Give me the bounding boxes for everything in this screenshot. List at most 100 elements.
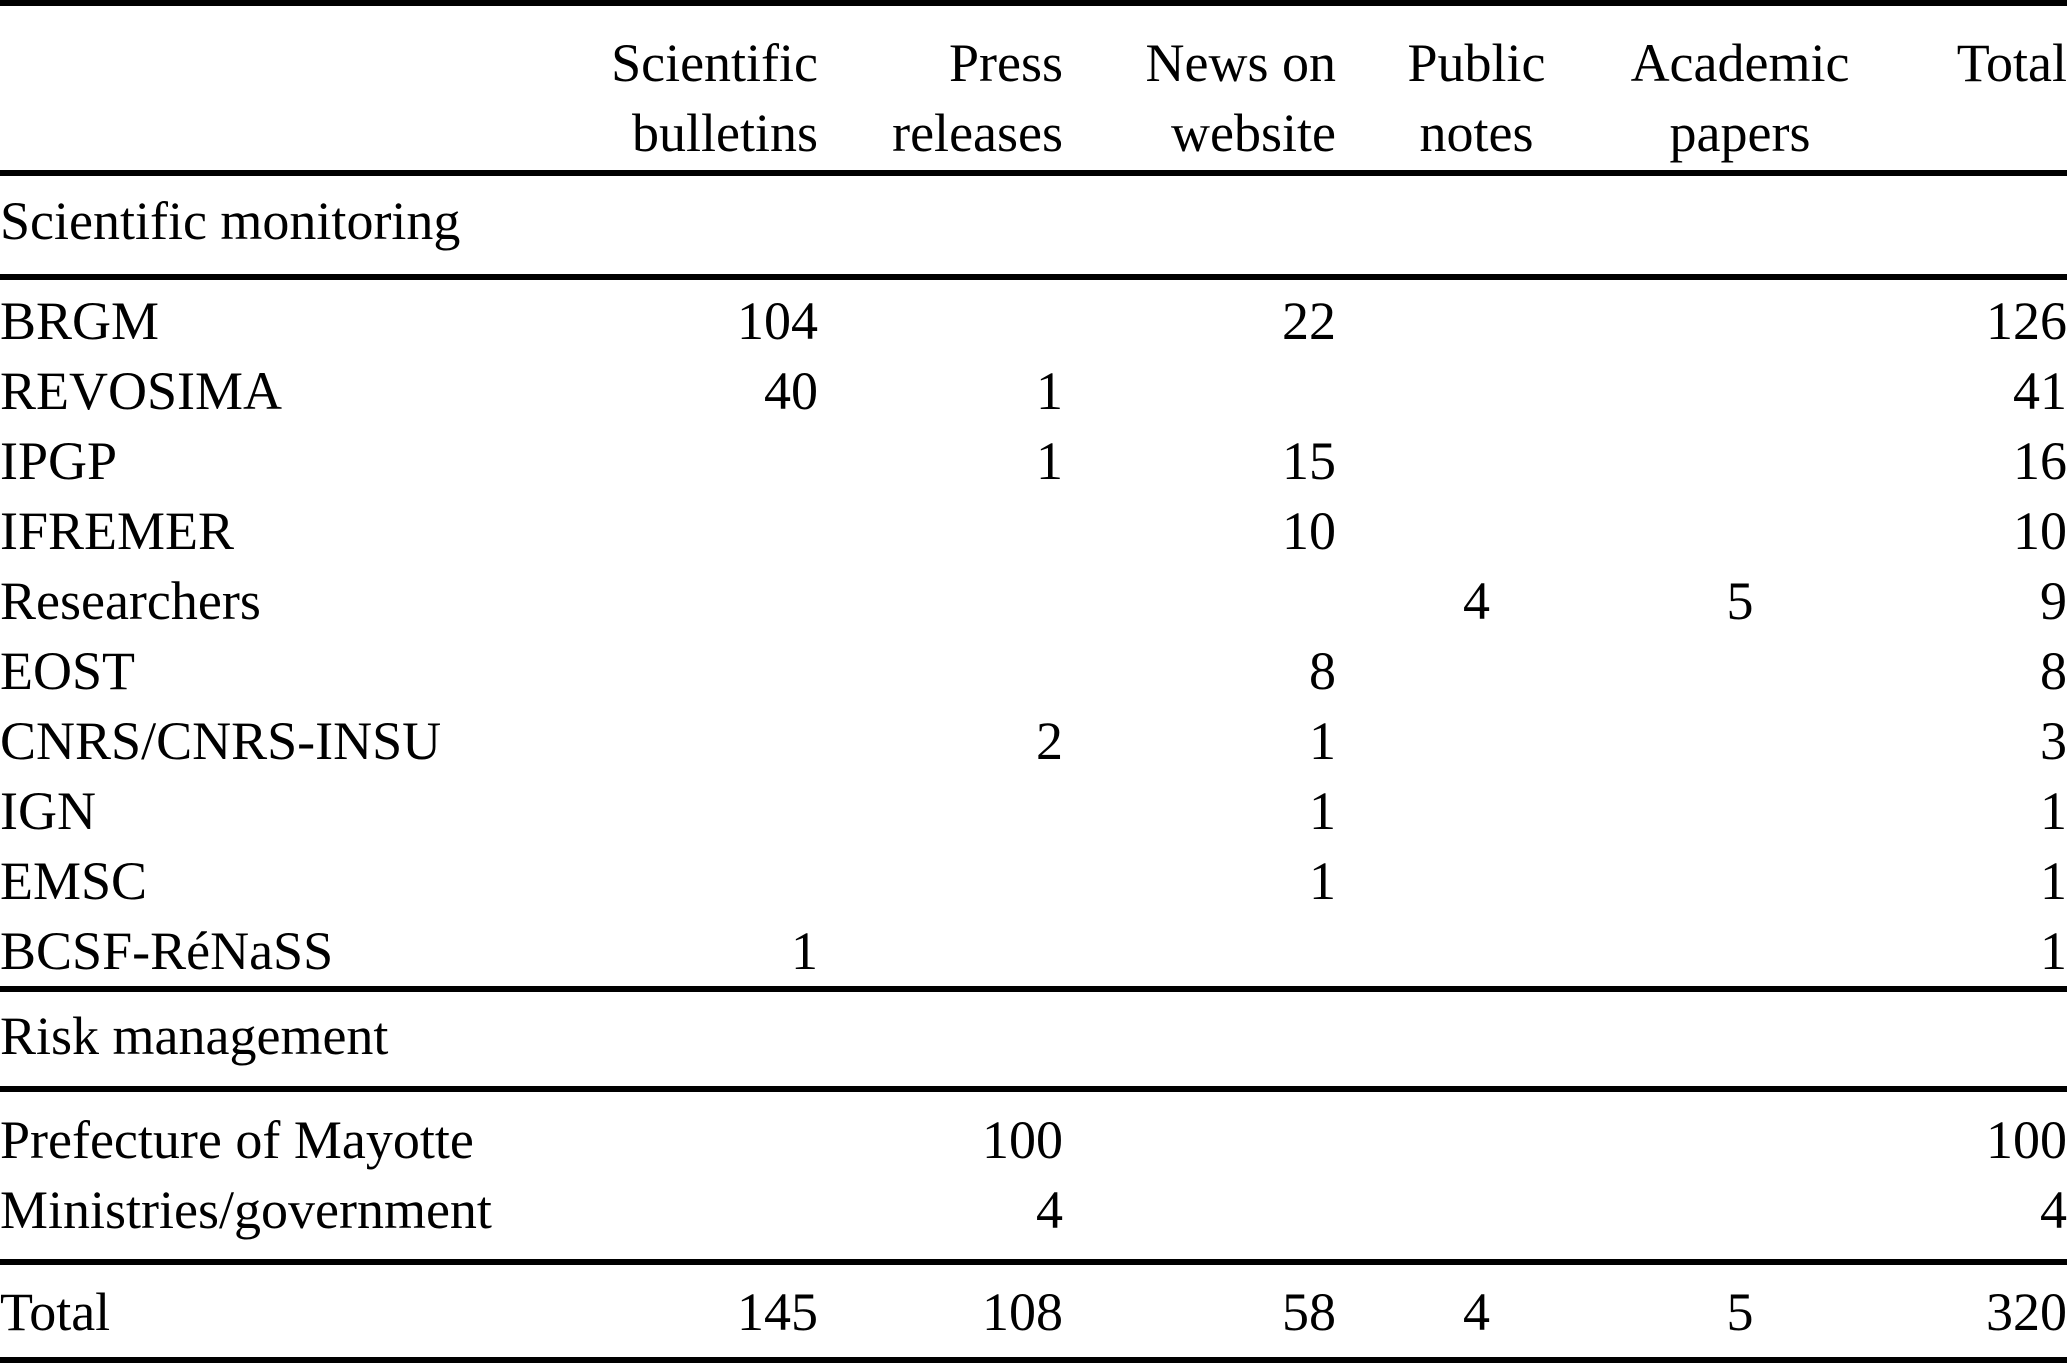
row-label: CNRS/CNRS-INSU (0, 711, 442, 771)
cell (1063, 1175, 1336, 1265)
cell (1336, 1175, 1617, 1265)
cell (818, 846, 1063, 916)
cell: 5 (1726, 571, 1754, 631)
cell (1336, 706, 1617, 776)
cell (560, 496, 818, 566)
cell (1617, 706, 1863, 776)
cell (1617, 496, 1863, 566)
cell: 10 (1282, 501, 1336, 561)
column-header-line: Academic (1630, 33, 1850, 93)
cell (1336, 496, 1617, 566)
cell: 4 (818, 1175, 1063, 1265)
cell: 3 (2040, 711, 2067, 771)
cell (1617, 636, 1863, 706)
cell (560, 1175, 818, 1265)
column-header-press-releases: Press releases (818, 6, 1063, 176)
table-row: Prefecture of Mayotte 100 100 (0, 1092, 2067, 1175)
cell: 9 (2040, 571, 2067, 631)
cell: 4 (1336, 1265, 1617, 1363)
cell (560, 846, 818, 916)
cell (1336, 636, 1617, 706)
cell (818, 280, 1063, 356)
table-row: CNRS/CNRS-INSU 2 1 3 (0, 706, 2067, 776)
cell (560, 636, 818, 706)
cell (1617, 1092, 1863, 1175)
cell: 5 (1617, 1265, 1863, 1363)
column-header-line: notes (1419, 103, 1534, 163)
row-label: IFREMER (0, 501, 235, 561)
cell: 145 (560, 1265, 818, 1363)
column-header-public-notes: Public notes (1336, 6, 1617, 176)
cell (818, 916, 1063, 992)
table-row: IFREMER 10 10 (0, 496, 2067, 566)
cell: 1 (2040, 781, 2067, 841)
row-label: REVOSIMA (0, 361, 283, 421)
cell (1336, 280, 1617, 356)
cell: 1 (1309, 781, 1336, 841)
cell: 16 (2013, 431, 2067, 491)
table-row: EOST 8 8 (0, 636, 2067, 706)
column-header-line (1863, 98, 2067, 168)
cell: 126 (1986, 291, 2067, 351)
column-header-line: Scientific (611, 33, 818, 93)
cell (818, 566, 1063, 636)
column-header-scientific-bulletins: Scientific bulletins (560, 6, 818, 176)
column-header-line: papers (1669, 103, 1811, 163)
cell: 10 (2013, 501, 2067, 561)
row-label: Total (0, 1265, 560, 1363)
cell: 1 (1863, 916, 2067, 992)
cell: 1 (1309, 851, 1336, 911)
table-row: Researchers 4 5 9 (0, 566, 2067, 636)
cell (1063, 566, 1336, 636)
cell (1617, 846, 1863, 916)
cell: 100 (982, 1110, 1063, 1170)
row-label: BRGM (0, 291, 160, 351)
header-empty (0, 6, 560, 176)
cell (1063, 356, 1336, 426)
table-row: EMSC 1 1 (0, 846, 2067, 916)
cell (560, 706, 818, 776)
cell: 1 (560, 916, 818, 992)
cell: 58 (1063, 1265, 1336, 1363)
cell: 1 (1036, 361, 1063, 421)
cell (560, 776, 818, 846)
cell: 320 (1863, 1265, 2067, 1363)
cell (1617, 916, 1863, 992)
cell (1617, 280, 1863, 356)
cell: 100 (1986, 1110, 2067, 1170)
cell (1336, 916, 1617, 992)
cell: 1 (1309, 711, 1336, 771)
table-row: BCSF-RéNaSS 1 1 (0, 916, 2067, 992)
table-row: IGN 1 1 (0, 776, 2067, 846)
cell (818, 776, 1063, 846)
cell (1336, 356, 1617, 426)
column-header-line: News on (1145, 33, 1336, 93)
total-row: Total 145 108 58 4 5 320 (0, 1265, 2067, 1363)
column-header-line: Press (948, 33, 1063, 93)
cell: 8 (2040, 641, 2067, 701)
cell (1617, 426, 1863, 496)
cell: 108 (818, 1265, 1063, 1363)
column-header-line: bulletins (632, 103, 818, 163)
cell (560, 1092, 818, 1175)
cell (560, 566, 818, 636)
row-label: IGN (0, 781, 96, 841)
row-label: EMSC (0, 851, 148, 911)
cell: 41 (2013, 361, 2067, 421)
cell (1063, 916, 1336, 992)
cell (560, 426, 818, 496)
cell: 22 (1282, 291, 1336, 351)
cell (1336, 1092, 1617, 1175)
cell (1336, 426, 1617, 496)
section-title: Scientific monitoring (0, 176, 2067, 280)
cell: 4 (1463, 571, 1490, 631)
cell: 104 (737, 291, 818, 351)
cell: 1 (2040, 851, 2067, 911)
column-header-total: Total (1863, 6, 2067, 176)
column-header-line: releases (892, 103, 1063, 163)
cell (1336, 846, 1617, 916)
cell (818, 496, 1063, 566)
cell: 4 (1863, 1175, 2067, 1265)
